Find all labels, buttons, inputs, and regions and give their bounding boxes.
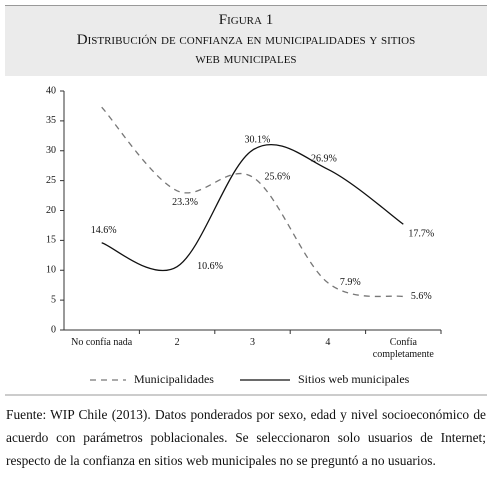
- y-tick-label: 5: [51, 294, 56, 305]
- data-label: 14.6%: [91, 225, 117, 236]
- y-tick-label: 10: [46, 265, 56, 276]
- x-tick-label: 2: [174, 337, 180, 348]
- x-tick-label: Confía completamente: [372, 337, 434, 360]
- legend-label: Municipalidades: [134, 372, 214, 386]
- data-label: 23.3%: [172, 197, 198, 208]
- y-tick-label: 15: [46, 235, 56, 246]
- y-tick-label: 20: [46, 205, 56, 216]
- x-tick-label: 4: [325, 337, 331, 348]
- source-note: Fuente: WIP Chile (2013). Datos ponderad…: [6, 407, 486, 468]
- legend-label: Sitios web municipales: [298, 372, 410, 386]
- y-tick-label: 25: [46, 175, 56, 186]
- data-label: 10.6%: [197, 261, 223, 272]
- data-label: 7.9%: [340, 277, 361, 288]
- data-label: 30.1%: [245, 134, 271, 145]
- figure-label: Figura 1: [218, 12, 274, 28]
- line: [101, 106, 404, 298]
- y-tick-label: 0: [51, 324, 56, 335]
- y-tick-label: 30: [46, 145, 56, 156]
- header: Figura 1 Distribución de confianza en mu…: [5, 5, 487, 76]
- x-tick-label: 3: [250, 337, 255, 348]
- y-tick-label: 35: [46, 115, 56, 126]
- data-label: 5.6%: [411, 291, 432, 302]
- x-tick-label: No confía nada: [71, 337, 133, 348]
- y-tick-label: 40: [46, 85, 56, 96]
- chart-title: Distribución de confianza en municipalid…: [76, 32, 416, 67]
- data-label: 17.7%: [408, 229, 434, 240]
- data-label: 26.9%: [311, 154, 337, 165]
- line: [101, 144, 404, 272]
- data-label: 25.6%: [265, 171, 291, 182]
